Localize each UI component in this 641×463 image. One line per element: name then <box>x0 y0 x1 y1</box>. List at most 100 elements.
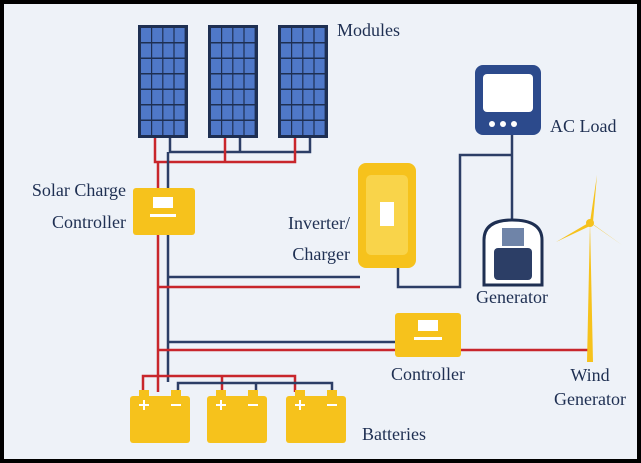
cell <box>292 90 303 104</box>
cell <box>174 28 185 42</box>
battery <box>130 396 190 443</box>
cell <box>211 90 221 104</box>
cell <box>152 121 163 135</box>
label-batteries: Batteries <box>362 424 426 444</box>
label-controller2: Controller <box>391 364 465 384</box>
cell <box>152 74 163 89</box>
cell <box>211 74 221 89</box>
cell <box>141 28 151 42</box>
wire <box>168 138 312 154</box>
cell <box>233 121 244 135</box>
cell <box>152 59 163 73</box>
cell <box>314 28 325 42</box>
cell <box>244 105 255 120</box>
cell <box>174 90 185 104</box>
cell <box>233 43 244 58</box>
cell <box>152 105 163 120</box>
plus <box>295 400 305 410</box>
cell <box>211 121 221 135</box>
cell <box>222 43 233 58</box>
cell <box>163 105 174 120</box>
cell <box>211 59 221 73</box>
solar-charge-controller-icon <box>133 188 195 235</box>
wire <box>153 138 297 164</box>
cell <box>292 28 303 42</box>
cell <box>163 59 174 73</box>
cell <box>292 74 303 89</box>
cell <box>141 90 151 104</box>
label-solar-charge: Solar Charge <box>32 180 126 200</box>
slot <box>414 337 442 340</box>
controller-box <box>395 313 461 357</box>
cell <box>163 90 174 104</box>
cell <box>233 28 244 42</box>
cell <box>303 28 314 42</box>
cell <box>303 59 314 73</box>
cell <box>281 59 291 73</box>
switch <box>380 202 394 226</box>
display <box>418 320 438 331</box>
cell <box>152 43 163 58</box>
cell <box>281 43 291 58</box>
screen <box>483 74 533 112</box>
slot <box>150 214 176 217</box>
controller-icon <box>395 313 461 357</box>
cell <box>303 74 314 89</box>
label-wind: Wind <box>570 365 609 385</box>
cell <box>244 90 255 104</box>
controller-box <box>133 188 195 235</box>
cell <box>244 59 255 73</box>
cell <box>292 121 303 135</box>
cell <box>314 121 325 135</box>
cell <box>314 74 325 89</box>
batteries-icon <box>130 390 346 443</box>
cell <box>292 105 303 120</box>
button <box>511 121 517 127</box>
cell <box>174 74 185 89</box>
generator-icon <box>482 218 544 287</box>
cell <box>174 43 185 58</box>
cell <box>244 43 255 58</box>
cell <box>244 28 255 42</box>
terminal <box>139 390 149 396</box>
label-modules: Modules <box>337 20 400 40</box>
cell <box>152 28 163 42</box>
cell <box>163 28 174 42</box>
cell <box>281 105 291 120</box>
cell <box>174 121 185 135</box>
plus <box>216 400 226 410</box>
cell <box>292 43 303 58</box>
cell <box>303 105 314 120</box>
label-controller: Controller <box>52 212 126 232</box>
button <box>500 121 506 127</box>
solar-modules <box>138 25 328 138</box>
cell <box>244 121 255 135</box>
plus <box>139 400 149 410</box>
cell <box>211 28 221 42</box>
cell <box>314 105 325 120</box>
cell <box>222 28 233 42</box>
cell <box>141 59 151 73</box>
tower <box>587 222 593 362</box>
label-ac-load: AC Load <box>550 116 617 136</box>
cell <box>222 59 233 73</box>
hub <box>586 219 594 227</box>
cell <box>233 105 244 120</box>
wires <box>141 135 590 392</box>
cell <box>233 59 244 73</box>
display <box>153 197 173 208</box>
cell <box>163 43 174 58</box>
cell <box>233 74 244 89</box>
button <box>489 121 495 127</box>
cell <box>211 105 221 120</box>
cell <box>222 105 233 120</box>
terminal <box>248 390 258 396</box>
cell <box>244 74 255 89</box>
cell <box>314 90 325 104</box>
battery <box>286 396 346 443</box>
cell <box>281 74 291 89</box>
cell <box>303 90 314 104</box>
cell <box>141 43 151 58</box>
